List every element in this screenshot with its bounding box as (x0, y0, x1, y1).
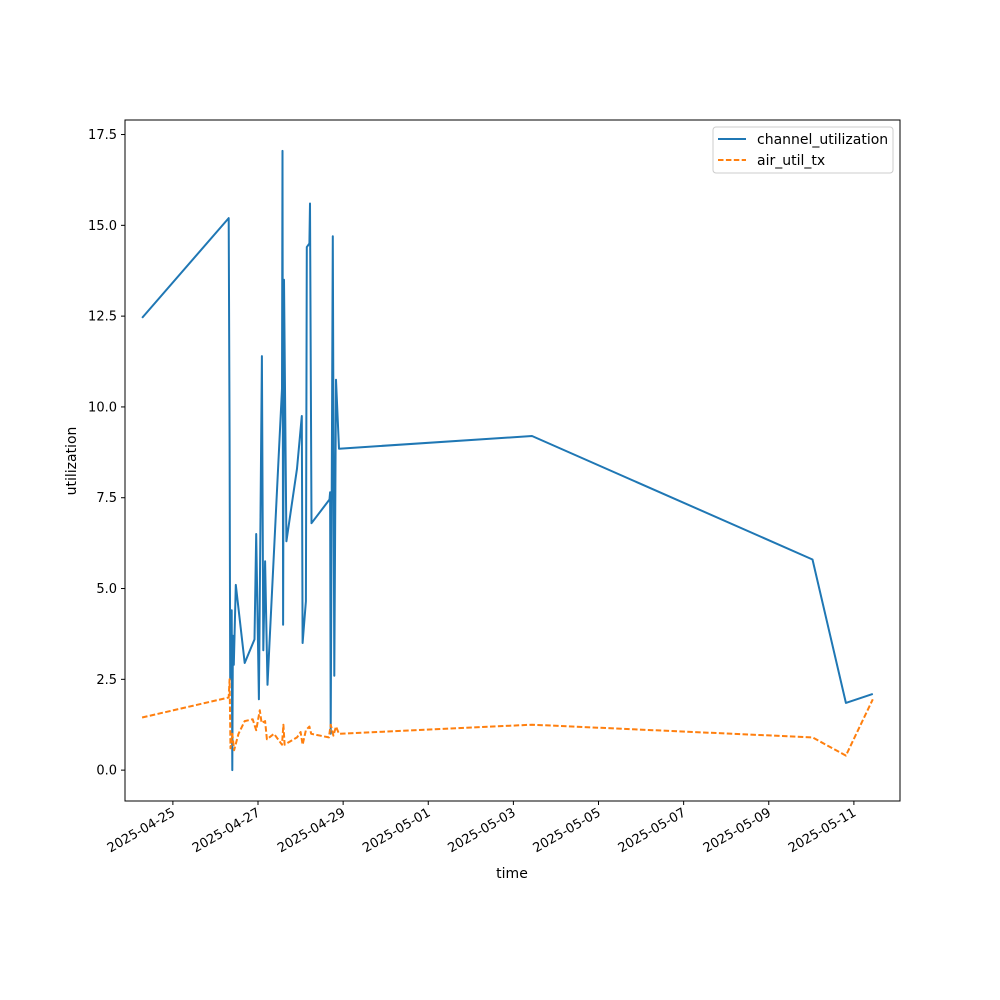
series-line-channel-utilization (141, 149, 874, 772)
x-tick-label: 2025-04-29 (275, 805, 348, 856)
x-tick-label: 2025-05-05 (531, 805, 604, 856)
y-tick-label: 10.0 (88, 400, 117, 415)
x-tick-label: 2025-05-01 (360, 805, 433, 856)
legend: channel_utilization air_util_tx (712, 126, 894, 174)
legend-box (712, 126, 894, 174)
y-tick-label: 15.0 (88, 219, 117, 234)
y-tick-label: 7.5 (96, 491, 117, 506)
y-axis-label: utilization (64, 427, 80, 496)
x-axis-label: time (496, 866, 528, 882)
x-tick-label: 2025-05-03 (445, 805, 518, 856)
y-tick-label: 2.5 (96, 673, 117, 688)
x-tick-label: 2025-04-25 (105, 805, 178, 856)
x-tick-label: 2025-05-11 (786, 805, 859, 856)
x-tick-label: 2025-05-07 (616, 805, 689, 856)
series-layer (141, 149, 874, 772)
y-tick-label: 5.0 (96, 582, 117, 597)
legend-label-air-util-tx: air_util_tx (757, 153, 825, 169)
x-tick-label: 2025-05-09 (701, 805, 774, 856)
plot-frame (124, 119, 901, 802)
y-tick-label: 0.0 (96, 764, 117, 779)
y-tick-label: 12.5 (88, 310, 117, 325)
x-tick-label: 2025-04-27 (190, 805, 263, 856)
series-line-air-util-tx (141, 678, 874, 757)
legend-label-channel-utilization: channel_utilization (757, 132, 888, 148)
y-tick-label: 17.5 (88, 128, 117, 143)
y-axis: 0.0 2.5 5.0 7.5 10.0 12.5 15.0 17.5 (88, 128, 125, 779)
x-axis: 2025-04-25 2025-04-27 2025-04-29 2025-05-01… (105, 801, 859, 856)
